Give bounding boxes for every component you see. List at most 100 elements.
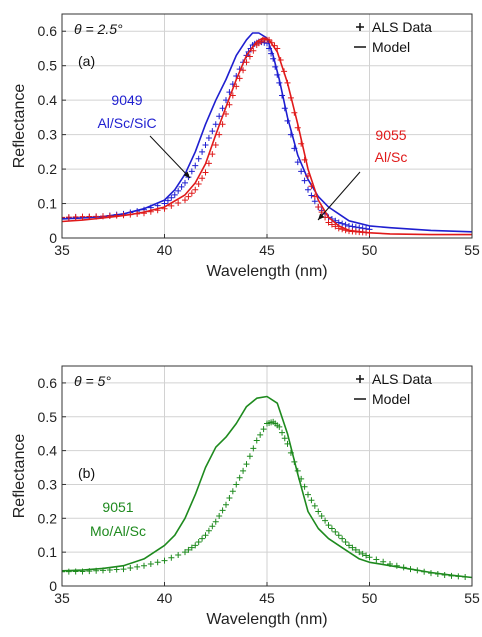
data-point [202, 169, 209, 176]
data-points-series-1 [62, 36, 373, 236]
data-point [356, 549, 363, 556]
data-point [240, 467, 247, 474]
data-point [185, 193, 192, 200]
data-point [387, 561, 393, 567]
data-point [266, 45, 273, 52]
series-annotation: 9051 [102, 499, 133, 515]
data-point [229, 488, 236, 495]
data-point [212, 518, 219, 525]
x-axis-label: Wavelength (nm) [206, 263, 327, 280]
data-point [72, 568, 79, 575]
data-point [147, 561, 154, 567]
x-tick-label: 40 [157, 590, 173, 606]
data-point [134, 210, 141, 217]
data-point [315, 203, 322, 210]
plot-frame [61, 13, 473, 239]
data-point [65, 214, 72, 221]
data-point [209, 523, 216, 530]
data-point [178, 183, 185, 190]
data-point [291, 458, 298, 465]
x-axis-label: Wavelength (nm) [206, 611, 327, 628]
data-point [349, 544, 356, 551]
data-point [93, 213, 100, 220]
data-point [469, 574, 472, 581]
annotation-arrow [317, 171, 361, 221]
data-point [188, 190, 195, 197]
data-point [281, 68, 288, 75]
legend-label: Model [372, 391, 410, 407]
data-point [236, 474, 243, 481]
data-point [86, 568, 93, 575]
data-point [294, 124, 301, 131]
y-tick-label: 0.3 [38, 127, 58, 143]
data-point [359, 550, 366, 557]
data-point [421, 568, 428, 575]
arrow-head [318, 213, 325, 220]
y-tick-label: 0 [49, 230, 57, 246]
data-point [195, 155, 202, 162]
data-point [216, 513, 223, 520]
legend-label: ALS Data [372, 19, 432, 35]
data-point [366, 554, 373, 561]
data-point [308, 183, 315, 190]
data-point [120, 212, 127, 219]
data-point [414, 567, 421, 574]
data-point [185, 546, 192, 553]
data-point [294, 467, 301, 474]
chart-panel-a: 35 40 45 50 55 0 0.1 0.2 0.3 0.4 0.5 0.6 Wavelength … [11, 13, 480, 280]
data-point [266, 36, 273, 43]
annotation-arrow [149, 135, 191, 179]
series-annotation: Mo/Al/Sc [90, 523, 146, 539]
data-point [270, 55, 277, 62]
y-tick-label: 0.1 [38, 196, 58, 212]
data-point [113, 212, 120, 219]
panel-label: (b) [78, 465, 95, 481]
data-point [243, 461, 250, 468]
data-point [294, 159, 301, 166]
data-point [318, 513, 325, 520]
y-tick-label: 0.6 [38, 375, 58, 391]
data-point [219, 105, 226, 112]
data-point [328, 221, 335, 228]
data-point [291, 109, 298, 116]
data-point [202, 141, 209, 148]
data-point [380, 558, 387, 565]
data-point [182, 197, 188, 204]
data-point [141, 210, 147, 217]
data-point [212, 121, 219, 128]
y-tick-label: 0.2 [38, 510, 58, 526]
y-tick-label: 0.2 [38, 161, 58, 177]
data-point [127, 564, 134, 571]
legend-marker-plus [356, 23, 364, 31]
data-point [279, 429, 286, 436]
data-point [335, 219, 342, 226]
data-point [188, 544, 195, 551]
data-point [192, 162, 199, 169]
data-point [168, 202, 175, 209]
data-point [182, 549, 188, 556]
legend: ALS Data Model [354, 371, 432, 407]
legend-marker-plus [356, 375, 364, 383]
data-point [240, 67, 247, 74]
data-point [188, 168, 195, 175]
panel-label: (a) [78, 53, 95, 69]
series-annotation: Al/Sc/SiC [97, 115, 156, 131]
data-point [305, 491, 311, 498]
data-point [106, 212, 113, 219]
plot-frame [61, 365, 473, 587]
y-axis-label: Reflectance [11, 84, 28, 169]
data-point [62, 568, 65, 575]
series-annotation: 9055 [375, 127, 406, 143]
data-point [120, 566, 127, 573]
data-point [301, 156, 308, 163]
data-point [407, 566, 414, 573]
data-point [342, 227, 349, 234]
data-point [261, 39, 268, 46]
data-point [199, 148, 206, 155]
data-point [325, 522, 332, 529]
data-point [441, 571, 448, 578]
data-point [339, 535, 346, 542]
data-point [246, 453, 253, 460]
data-point [205, 527, 212, 534]
data-point [366, 229, 373, 236]
